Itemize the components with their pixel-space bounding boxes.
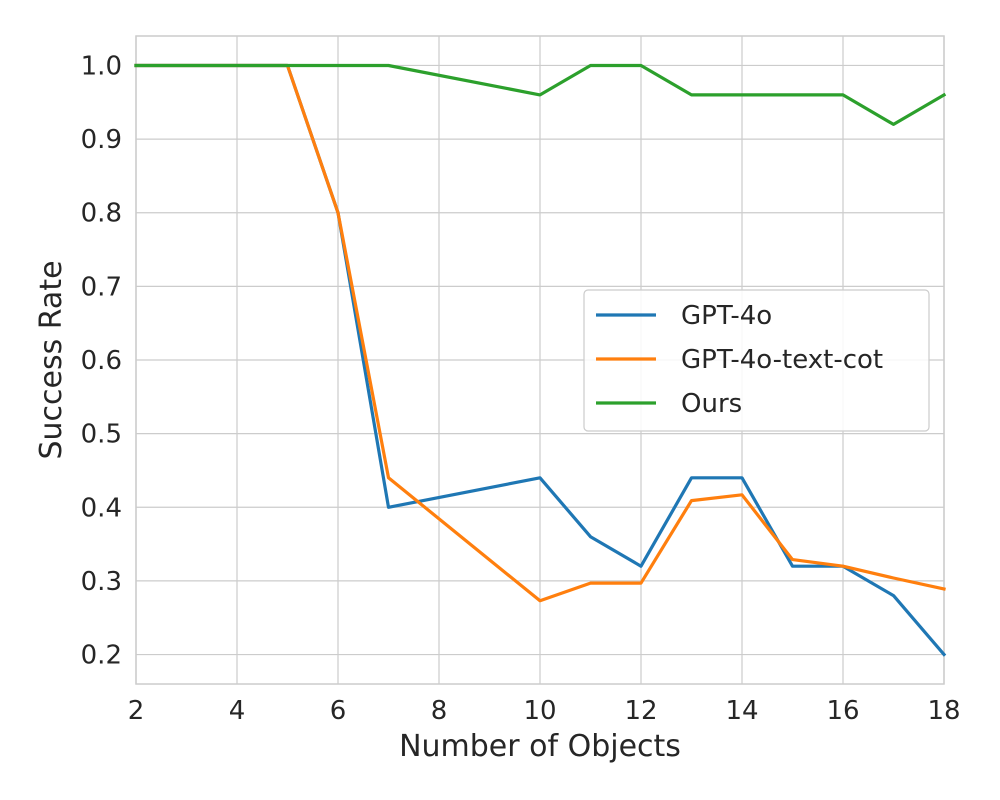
y-tick-label: 0.2 (81, 641, 122, 671)
x-tick-label: 2 (128, 696, 145, 726)
legend: GPT-4o GPT-4o-text-cot Ours (583, 289, 930, 432)
y-tick-label: 0.6 (81, 346, 122, 376)
x-tick-label: 4 (229, 696, 246, 726)
legend-box (583, 289, 930, 432)
y-tick-label: 1.0 (81, 51, 122, 81)
y-tick-label: 0.5 (81, 420, 122, 450)
x-tick-label: 8 (431, 696, 448, 726)
series-line-ours (134, 63, 947, 127)
y-tick-label: 0.3 (81, 567, 122, 597)
series-lines (134, 63, 947, 657)
x-tick-label: 10 (523, 696, 556, 726)
y-tick-label: 0.4 (81, 493, 122, 523)
y-tick-label: 0.8 (81, 199, 122, 229)
x-tick-labels: 2 4 6 8 10 12 14 16 18 (128, 696, 961, 726)
y-tick-label: 0.9 (81, 125, 122, 155)
x-tick-label: 18 (927, 696, 960, 726)
x-tick-label: 12 (624, 696, 657, 726)
y-axis-title: Success Rate (34, 260, 69, 459)
legend-label-gpt-4o-text-cot: GPT-4o-text-cot (681, 345, 883, 375)
x-tick-label: 6 (330, 696, 347, 726)
y-tick-labels: 0.2 0.3 0.4 0.5 0.6 0.7 0.8 0.9 1.0 (81, 51, 122, 670)
x-tick-label: 16 (826, 696, 859, 726)
y-tick-label: 0.7 (81, 272, 122, 302)
x-tick-label: 14 (725, 696, 758, 726)
legend-label-ours: Ours (681, 389, 742, 419)
x-axis-title: Number of Objects (399, 729, 681, 764)
plot-area-frame (135, 35, 945, 685)
legend-label-gpt-4o: GPT-4o (681, 301, 772, 331)
